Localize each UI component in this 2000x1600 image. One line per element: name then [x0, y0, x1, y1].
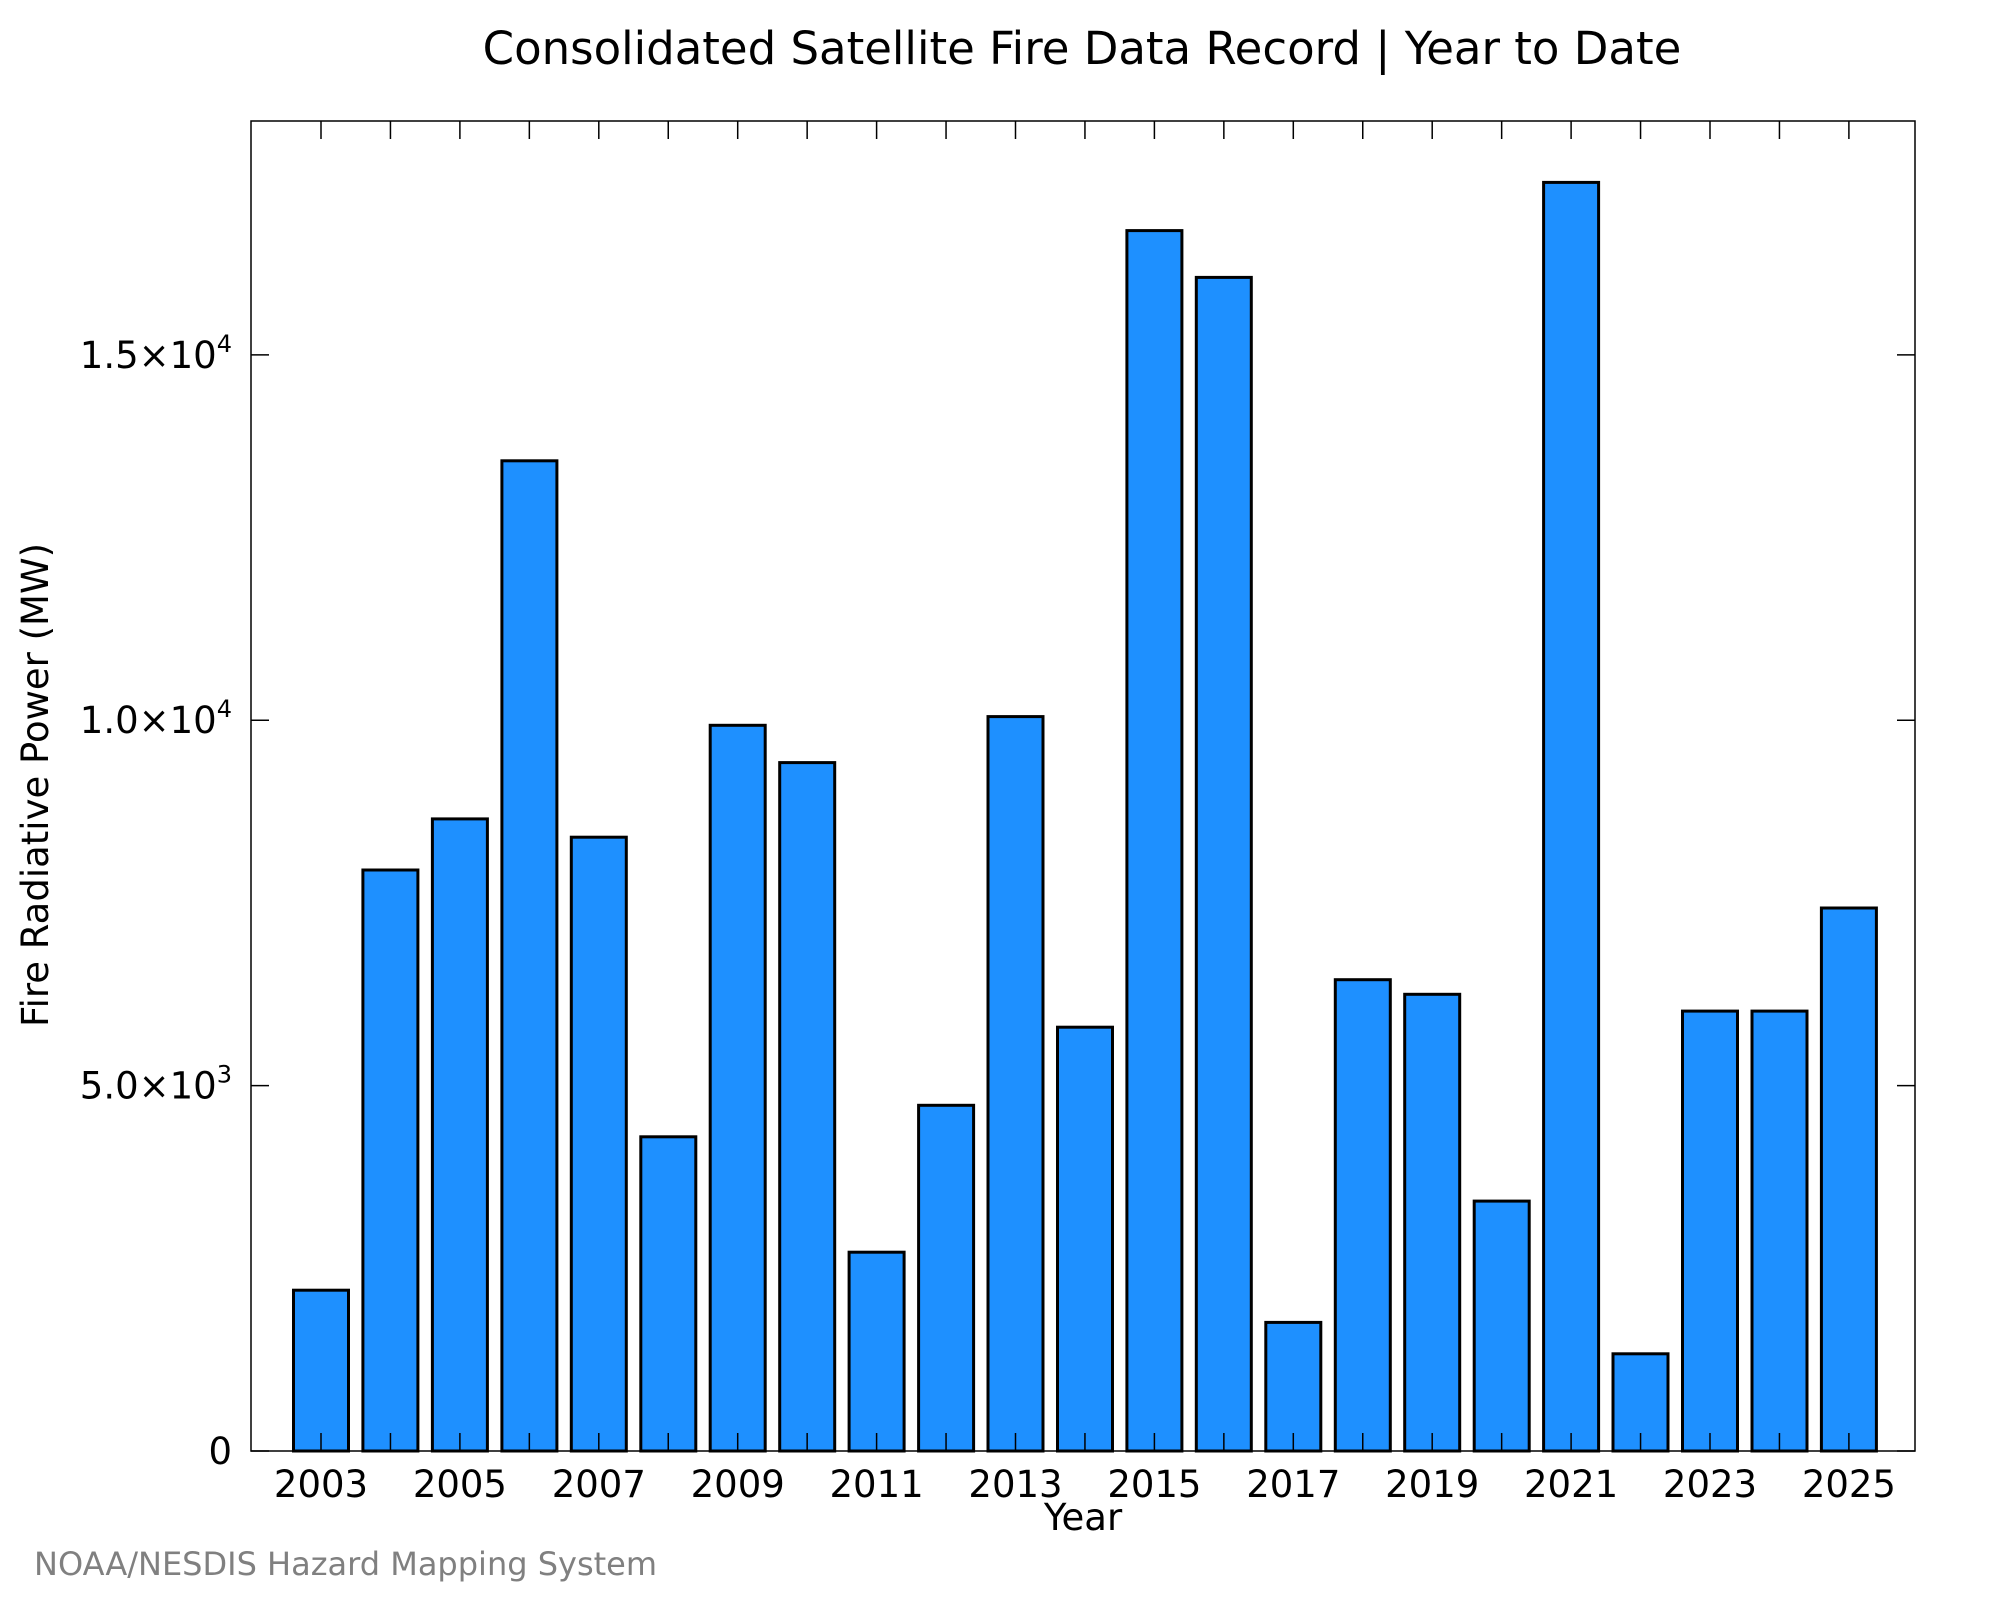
x-tick-label-2005: 2005	[413, 1463, 507, 1506]
bar-2003	[292, 1288, 350, 1453]
bar-2014	[1056, 1025, 1114, 1453]
bar-2017	[1264, 1320, 1323, 1453]
y-axis-label: Fire Radiative Power (MW)	[14, 543, 57, 1027]
y-tick-label: 1.0×104	[80, 695, 232, 742]
bar-2019	[1403, 992, 1462, 1453]
x-tick-label-2003: 2003	[274, 1463, 368, 1506]
x-tick-label-2009: 2009	[691, 1463, 785, 1506]
y-tick-label: 5.0×103	[80, 1061, 232, 1108]
x-tick-label-2019: 2019	[1385, 1463, 1479, 1506]
bar-2010	[778, 761, 837, 1453]
bar-2012	[917, 1103, 976, 1453]
bar-2013	[986, 715, 1045, 1453]
x-tick-label-2023: 2023	[1663, 1463, 1757, 1506]
bar-2004	[361, 868, 420, 1453]
bar-2008	[639, 1135, 698, 1453]
x-axis-label: Year	[1043, 1496, 1123, 1539]
x-tick-label-2021: 2021	[1524, 1463, 1618, 1506]
x-tick-label-2007: 2007	[552, 1463, 646, 1506]
x-tick-label-2013: 2013	[968, 1463, 1062, 1506]
y-tick-label: 0	[208, 1430, 232, 1473]
credit-text: NOAA/NESDIS Hazard Mapping System	[34, 1545, 657, 1583]
ticks-layer: 2003 2005 2007 2009 2011 2013 2015 2017 2019 2021…	[80, 121, 1915, 1506]
bar-2009	[708, 723, 767, 1453]
x-tick-label-2017: 2017	[1246, 1463, 1340, 1506]
bars-layer	[292, 180, 1878, 1453]
bar-2006	[500, 459, 559, 1453]
bar-2015	[1125, 229, 1184, 1453]
x-tick-label-2015: 2015	[1107, 1463, 1201, 1506]
bar-2025	[1819, 906, 1878, 1453]
bar-2016	[1194, 275, 1253, 1453]
y-tick-label: 1.5×104	[80, 330, 232, 377]
chart-title: Consolidated Satellite Fire Data Record …	[483, 22, 1682, 75]
bar-2007	[569, 835, 628, 1453]
bar-2023	[1681, 1009, 1739, 1453]
plot-area-frame	[250, 120, 1916, 1452]
bar-2020	[1472, 1199, 1531, 1453]
bar-2018	[1333, 978, 1392, 1453]
x-tick-label-2011: 2011	[830, 1463, 924, 1506]
x-tick-label-2025: 2025	[1802, 1463, 1896, 1506]
bar-2021	[1542, 180, 1601, 1453]
bar-2024	[1750, 1009, 1809, 1453]
bar-2005	[430, 817, 489, 1453]
bar-2011	[847, 1250, 906, 1453]
